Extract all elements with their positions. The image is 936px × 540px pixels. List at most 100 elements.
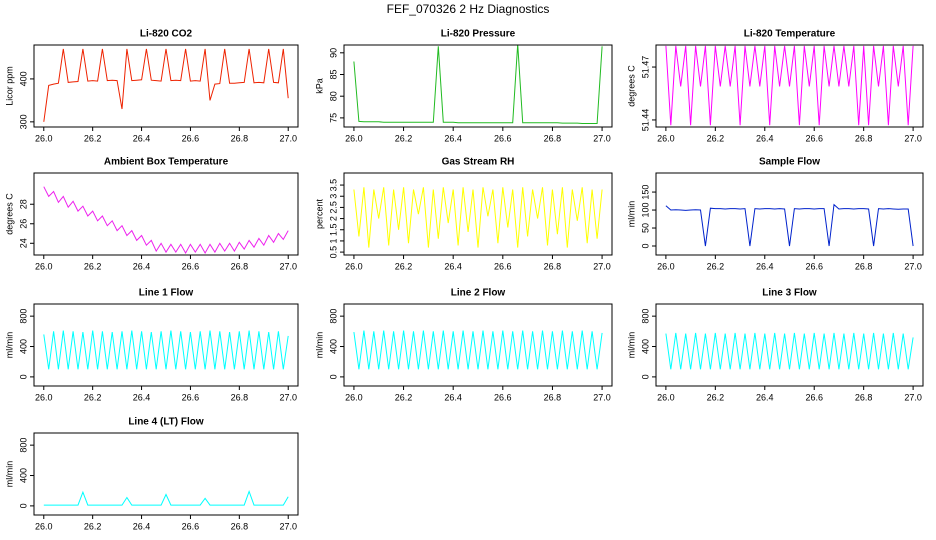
panel-title: Line 2 Flow bbox=[451, 288, 506, 299]
y-axis-label: percent bbox=[314, 198, 324, 229]
data-line bbox=[665, 45, 914, 126]
x-tick-label: 26.0 bbox=[35, 261, 53, 271]
y-tick-label: 400 bbox=[18, 71, 28, 86]
x-tick-label: 26.8 bbox=[231, 521, 249, 531]
x-tick-label: 26.8 bbox=[231, 133, 249, 143]
x-tick-label: 26.4 bbox=[133, 521, 151, 531]
y-tick-label: 800 bbox=[640, 309, 650, 324]
x-tick-label: 26.6 bbox=[494, 392, 512, 402]
panel-title: Line 4 (LT) Flow bbox=[128, 417, 204, 428]
panel-title: Gas Stream RH bbox=[442, 157, 515, 168]
plot-area bbox=[665, 45, 914, 126]
x-tick-label: 26.0 bbox=[657, 261, 675, 271]
x-tick-label: 26.4 bbox=[133, 133, 151, 143]
plot-area bbox=[43, 48, 289, 122]
x-tick-label: 26.2 bbox=[84, 521, 102, 531]
plot-area bbox=[43, 186, 289, 255]
plot-area bbox=[43, 490, 289, 506]
y-tick-label: 75 bbox=[328, 113, 338, 123]
y-tick-label: 0 bbox=[640, 244, 650, 249]
y-tick-label: 90 bbox=[328, 48, 338, 58]
x-tick-label: 27.0 bbox=[593, 392, 611, 402]
x-tick-label: 26.6 bbox=[182, 521, 200, 531]
x-tick-label: 27.0 bbox=[593, 133, 611, 143]
x-tick-label: 26.8 bbox=[544, 133, 562, 143]
y-tick-label: 0 bbox=[18, 374, 28, 379]
data-line bbox=[43, 490, 289, 506]
y-tick-label: 24 bbox=[18, 238, 28, 248]
y-axis-label: degrees C bbox=[4, 193, 14, 235]
x-tick-label: 26.2 bbox=[84, 392, 102, 402]
x-tick-label: 26.6 bbox=[805, 261, 823, 271]
y-tick-label: 3.5 bbox=[328, 179, 338, 192]
y-tick-label: 0 bbox=[640, 374, 650, 379]
x-tick-label: 26.6 bbox=[182, 133, 200, 143]
x-tick-label: 27.0 bbox=[279, 261, 297, 271]
panel-title: Li-820 CO2 bbox=[140, 29, 193, 40]
y-tick-label: 28 bbox=[18, 199, 28, 209]
x-tick-label: 26.4 bbox=[756, 261, 774, 271]
x-tick-label: 27.0 bbox=[279, 392, 297, 402]
x-tick-label: 26.4 bbox=[444, 261, 462, 271]
plot-area bbox=[665, 332, 914, 370]
y-tick-label: 400 bbox=[18, 339, 28, 354]
y-tick-label: 400 bbox=[328, 339, 338, 354]
panel-title: Ambient Box Temperature bbox=[104, 157, 229, 168]
axis-box bbox=[33, 432, 299, 516]
y-tick-label: 50 bbox=[640, 223, 650, 233]
x-tick-label: 26.2 bbox=[707, 133, 725, 143]
x-tick-label: 26.0 bbox=[35, 133, 53, 143]
x-tick-label: 26.8 bbox=[855, 133, 873, 143]
y-axis-label: ml/min bbox=[4, 461, 14, 488]
panel-title: Line 3 Flow bbox=[762, 288, 817, 299]
axis-box bbox=[343, 44, 613, 128]
x-tick-label: 26.4 bbox=[133, 392, 151, 402]
x-tick-label: 27.0 bbox=[593, 261, 611, 271]
x-tick-label: 26.8 bbox=[855, 392, 873, 402]
x-tick-label: 26.2 bbox=[84, 261, 102, 271]
axis-box bbox=[33, 44, 299, 128]
panel-title: Line 1 Flow bbox=[139, 288, 194, 299]
x-tick-label: 26.6 bbox=[494, 261, 512, 271]
x-tick-label: 26.8 bbox=[231, 261, 249, 271]
y-tick-label: 800 bbox=[328, 309, 338, 324]
y-tick-label: 0 bbox=[18, 503, 28, 508]
x-tick-label: 26.8 bbox=[544, 261, 562, 271]
x-tick-label: 26.2 bbox=[395, 261, 413, 271]
data-line bbox=[665, 332, 914, 370]
panel-title: Li-820 Pressure bbox=[441, 29, 516, 40]
x-tick-label: 26.4 bbox=[756, 392, 774, 402]
y-axis-label: Licor ppm bbox=[4, 66, 14, 106]
x-tick-label: 26.0 bbox=[657, 133, 675, 143]
y-tick-label: 800 bbox=[18, 438, 28, 453]
y-axis-label: ml/min bbox=[4, 332, 14, 359]
x-tick-label: 26.6 bbox=[805, 133, 823, 143]
y-tick-label: 0.5 bbox=[328, 246, 338, 259]
plot-area bbox=[353, 330, 603, 370]
x-tick-label: 26.4 bbox=[756, 133, 774, 143]
y-tick-label: 3 bbox=[328, 194, 338, 199]
y-tick-label: 80 bbox=[328, 91, 338, 101]
axis-box bbox=[343, 172, 613, 256]
panel-title: Sample Flow bbox=[759, 157, 820, 168]
y-tick-label: 26 bbox=[18, 219, 28, 229]
panel-title: Li-820 Temperature bbox=[744, 29, 836, 40]
x-tick-label: 26.0 bbox=[35, 392, 53, 402]
x-tick-label: 27.0 bbox=[279, 521, 297, 531]
x-tick-label: 26.8 bbox=[231, 392, 249, 402]
y-axis-label: ml/min bbox=[626, 201, 636, 228]
x-tick-label: 26.6 bbox=[182, 261, 200, 271]
x-tick-label: 26.2 bbox=[84, 133, 102, 143]
x-tick-label: 26.6 bbox=[494, 133, 512, 143]
y-tick-label: 400 bbox=[18, 468, 28, 483]
y-tick-label: 100 bbox=[640, 203, 650, 218]
y-axis-label: kPa bbox=[314, 78, 324, 94]
axis-box bbox=[33, 303, 299, 387]
y-tick-label: 1 bbox=[328, 238, 338, 243]
x-tick-label: 26.2 bbox=[707, 392, 725, 402]
x-tick-label: 26.2 bbox=[395, 133, 413, 143]
x-tick-label: 26.0 bbox=[345, 133, 363, 143]
x-tick-label: 26.0 bbox=[345, 261, 363, 271]
data-line bbox=[353, 330, 603, 370]
